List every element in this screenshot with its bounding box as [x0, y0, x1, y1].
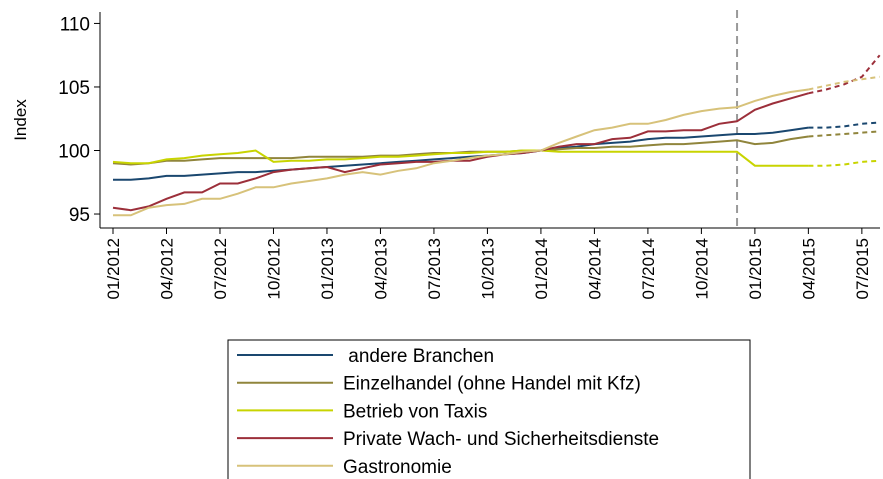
x-tick-label: 01/2013	[318, 238, 337, 299]
x-tick-label: 04/2014	[585, 238, 604, 299]
y-tick-label: 105	[58, 78, 90, 99]
forecast-line	[808, 121, 880, 129]
series-line	[112, 149, 809, 167]
forecast-line	[808, 130, 880, 138]
x-tick-label: 10/2012	[264, 238, 283, 299]
x-tick-label: 10/2014	[692, 238, 711, 299]
series-line	[113, 88, 809, 217]
y-tick-label: 100	[58, 141, 90, 162]
legend-label: Betrieb von Taxis	[343, 401, 487, 422]
x-tick-label: 04/2012	[157, 238, 176, 299]
forecast-line	[808, 54, 881, 95]
x-tick-label: 01/2014	[532, 238, 551, 299]
legend-label: Private Wach- und Sicherheitsdienste	[343, 429, 659, 450]
y-tick-label: 95	[69, 205, 90, 226]
forecast-line	[808, 159, 880, 167]
x-tick-label: 04/2013	[371, 238, 390, 299]
x-tick-label: 07/2014	[639, 238, 658, 299]
forecast-line	[808, 75, 880, 91]
legend-label: Einzelhandel (ohne Handel mit Kfz)	[343, 374, 641, 395]
x-tick-label: 01/2015	[746, 238, 765, 299]
y-tick-label: 110	[60, 14, 90, 35]
series-line	[113, 126, 809, 181]
x-tick-label: 07/2015	[853, 238, 872, 299]
y-axis-label: Index	[11, 99, 30, 141]
x-tick-label: 07/2013	[425, 238, 444, 299]
series-line	[112, 92, 809, 212]
x-tick-label: 04/2015	[799, 238, 818, 299]
legend-label: andere Branchen	[343, 346, 494, 367]
legend-label: Gastronomie	[343, 457, 452, 478]
x-tick-label: 07/2012	[211, 238, 230, 299]
x-tick-label: 01/2012	[104, 238, 123, 299]
x-tick-label: 10/2013	[478, 238, 497, 299]
